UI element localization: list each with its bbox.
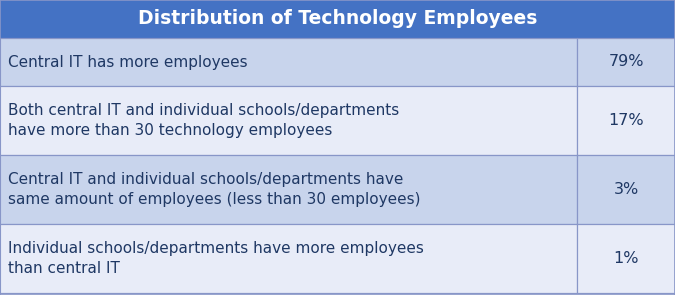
Bar: [577, 38, 675, 86]
Text: Central IT has more employees: Central IT has more employees: [8, 55, 248, 70]
Bar: [577, 86, 675, 155]
Text: 1%: 1%: [614, 251, 639, 266]
Bar: [0, 38, 577, 86]
Bar: [0, 155, 577, 224]
Text: 3%: 3%: [614, 182, 639, 197]
Bar: [577, 224, 675, 293]
Text: Individual schools/departments have more employees
than central IT: Individual schools/departments have more…: [8, 241, 424, 276]
Text: Central IT and individual schools/departments have
same amount of employees (les: Central IT and individual schools/depart…: [8, 172, 421, 206]
Text: Distribution of Technology Employees: Distribution of Technology Employees: [138, 9, 537, 29]
Bar: [0, 86, 577, 155]
Bar: [0, 0, 675, 38]
Bar: [0, 224, 577, 293]
Bar: [577, 155, 675, 224]
Text: 17%: 17%: [608, 113, 644, 128]
Text: Both central IT and individual schools/departments
have more than 30 technology : Both central IT and individual schools/d…: [8, 104, 399, 137]
Text: 79%: 79%: [608, 55, 644, 70]
